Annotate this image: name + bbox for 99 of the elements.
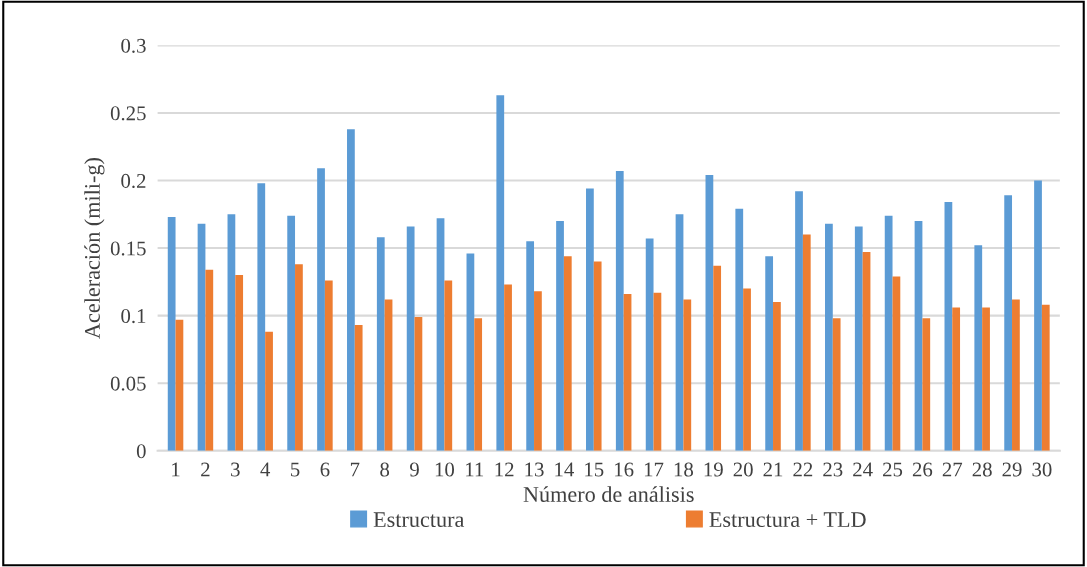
bar bbox=[914, 221, 923, 451]
x-tick-label: 21 bbox=[763, 462, 783, 477]
bar bbox=[466, 253, 475, 451]
bar bbox=[496, 95, 505, 451]
bar bbox=[825, 223, 833, 451]
bar bbox=[854, 226, 863, 451]
bar bbox=[167, 216, 176, 451]
x-tick-label: 16 bbox=[615, 462, 634, 477]
x-tick-label: 7 bbox=[350, 462, 360, 477]
bar bbox=[436, 218, 445, 451]
x-tick-label: 12 bbox=[495, 462, 514, 477]
x-tick-label: 29 bbox=[1002, 462, 1022, 477]
bar bbox=[832, 318, 841, 451]
x-tick-label: 3 bbox=[231, 462, 240, 477]
bar bbox=[705, 175, 714, 451]
bar bbox=[675, 214, 684, 451]
bar bbox=[586, 188, 594, 451]
bar bbox=[1004, 195, 1013, 451]
bar bbox=[414, 316, 423, 451]
y-tick-label: 0.3 bbox=[121, 38, 146, 53]
bar bbox=[593, 261, 602, 451]
x-tick-label: 24 bbox=[853, 462, 873, 477]
bar bbox=[354, 325, 363, 451]
bar bbox=[563, 256, 572, 451]
bar bbox=[683, 299, 692, 451]
bar bbox=[317, 168, 325, 451]
y-axis-title: Aceleración (mili-g) bbox=[84, 158, 105, 339]
bar bbox=[1012, 299, 1020, 451]
y-tick-label: 0.2 bbox=[121, 173, 146, 189]
x-tick-label: 17 bbox=[644, 462, 664, 477]
bar bbox=[265, 331, 273, 451]
bar bbox=[444, 280, 453, 451]
x-tick-label: 18 bbox=[674, 462, 694, 477]
bar bbox=[735, 208, 744, 451]
y-tick-label: 0 bbox=[136, 444, 146, 459]
bar bbox=[556, 221, 564, 451]
bar bbox=[504, 284, 512, 451]
y-tick-label: 0.25 bbox=[110, 106, 146, 121]
bar bbox=[713, 265, 722, 451]
x-tick-label: 9 bbox=[410, 462, 419, 477]
bar bbox=[295, 264, 303, 451]
x-tick-label: 4 bbox=[260, 462, 271, 477]
bar bbox=[623, 294, 632, 451]
bar bbox=[743, 288, 751, 451]
bar bbox=[287, 215, 296, 451]
x-tick-label: 25 bbox=[883, 462, 903, 477]
x-tick-label: 14 bbox=[555, 462, 574, 477]
bar bbox=[795, 191, 803, 451]
x-tick-label: 13 bbox=[525, 462, 544, 477]
bar bbox=[802, 234, 811, 451]
bar bbox=[1034, 180, 1042, 451]
legend-label: Estructura bbox=[373, 512, 465, 528]
x-tick-label: 1 bbox=[172, 462, 180, 477]
x-tick-label: 11 bbox=[466, 462, 484, 477]
x-tick-label: 27 bbox=[942, 462, 963, 477]
bar bbox=[384, 299, 393, 451]
bar bbox=[645, 238, 654, 451]
x-tick-label: 22 bbox=[793, 462, 813, 477]
bar bbox=[474, 318, 483, 451]
bar bbox=[257, 183, 266, 451]
x-axis-title: Número de análisis bbox=[523, 486, 694, 502]
bar bbox=[324, 280, 333, 451]
x-tick-label: 5 bbox=[291, 462, 300, 477]
x-tick-label: 2 bbox=[201, 462, 210, 477]
x-tick-label: 30 bbox=[1032, 462, 1052, 477]
x-tick-label: 8 bbox=[380, 462, 390, 477]
bar bbox=[862, 252, 871, 451]
bar bbox=[765, 256, 774, 451]
bar bbox=[534, 291, 542, 451]
bar bbox=[406, 226, 415, 451]
bar bbox=[615, 171, 624, 451]
y-tick-label: 0.05 bbox=[110, 376, 146, 391]
bar bbox=[982, 307, 990, 451]
bar bbox=[884, 215, 893, 451]
bar bbox=[205, 269, 214, 451]
x-tick-label: 23 bbox=[823, 462, 843, 477]
x-tick-label: 28 bbox=[972, 462, 992, 477]
x-tick-label: 26 bbox=[912, 462, 933, 477]
bar bbox=[197, 223, 206, 451]
bar bbox=[227, 214, 236, 451]
bar bbox=[892, 276, 901, 451]
y-tick-label: 0.15 bbox=[110, 241, 146, 256]
bar bbox=[347, 129, 355, 451]
x-tick-label: 15 bbox=[585, 462, 604, 477]
bar bbox=[952, 307, 961, 451]
bar bbox=[526, 241, 535, 451]
bar bbox=[773, 302, 781, 451]
legend-label: Estructura + TLD bbox=[709, 512, 866, 528]
x-tick-label: 20 bbox=[733, 462, 753, 477]
bar bbox=[974, 245, 983, 451]
bar bbox=[1041, 304, 1050, 451]
bar bbox=[376, 237, 385, 451]
x-tick-label: 19 bbox=[704, 462, 723, 477]
y-tick-label: 0.1 bbox=[121, 309, 146, 324]
bar bbox=[944, 202, 953, 451]
bar bbox=[922, 318, 931, 451]
x-tick-label: 6 bbox=[320, 462, 330, 477]
x-tick-label: 10 bbox=[435, 462, 455, 477]
bar bbox=[235, 275, 244, 451]
